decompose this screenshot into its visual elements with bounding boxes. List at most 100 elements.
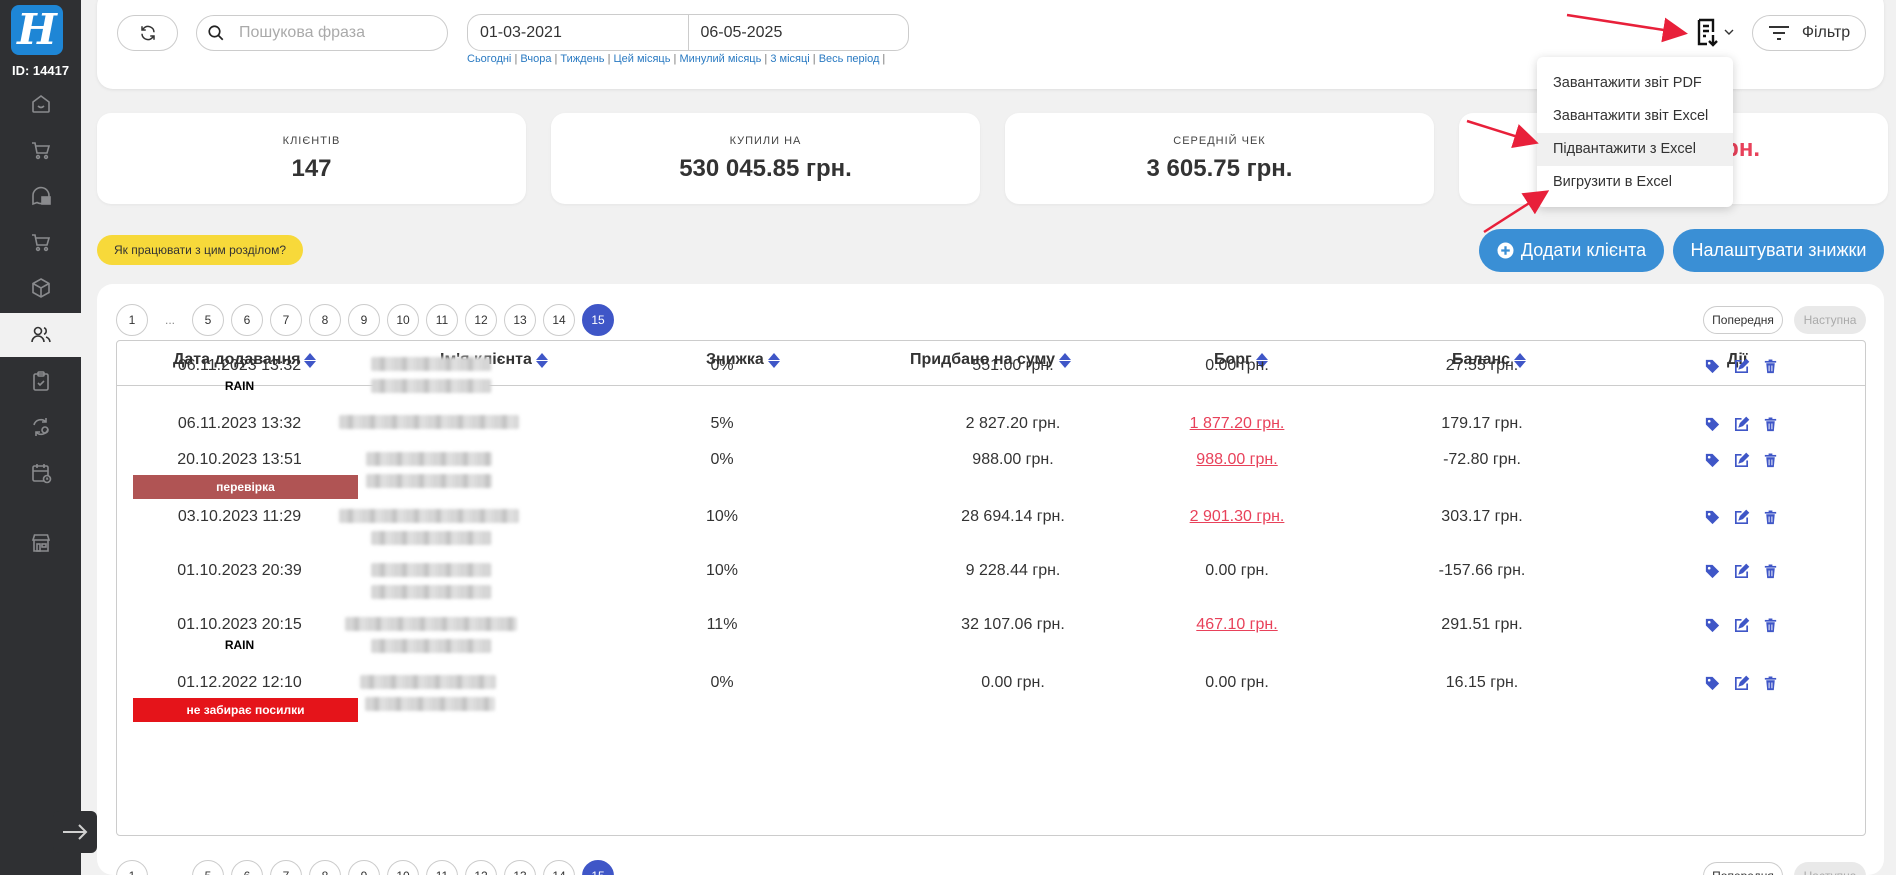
next-page-button[interactable]: Наступна: [1794, 306, 1866, 334]
sidebar-item-sales[interactable]: [0, 128, 81, 172]
search-input[interactable]: [239, 24, 429, 42]
page-button[interactable]: 1: [116, 304, 148, 336]
page-button[interactable]: 15: [582, 304, 614, 336]
sidebar-item-purchases[interactable]: [0, 220, 81, 264]
client-name-redacted[interactable]: [371, 639, 491, 653]
page-button[interactable]: 7: [270, 304, 302, 336]
edit-icon[interactable]: [1733, 358, 1750, 375]
page-button[interactable]: 6: [231, 304, 263, 336]
page-button[interactable]: 11: [426, 304, 458, 336]
page-button[interactable]: 15: [582, 860, 614, 875]
column-header-purchased[interactable]: Придбано на суму: [910, 351, 1072, 369]
refresh-button[interactable]: [117, 15, 178, 51]
edit-icon[interactable]: [1733, 452, 1750, 469]
column-header-debt[interactable]: Борг: [1214, 351, 1268, 369]
filter-button[interactable]: Фільтр: [1752, 15, 1866, 51]
quick-period-link[interactable]: Тиждень: [560, 53, 605, 65]
menu-item-download-excel[interactable]: Завантажити звіт Excel: [1553, 108, 1709, 124]
trash-icon[interactable]: [1762, 452, 1779, 469]
quick-period-link[interactable]: Минулий місяць: [679, 53, 762, 65]
page-button[interactable]: 6: [231, 860, 263, 875]
page-button[interactable]: 5: [192, 304, 224, 336]
edit-icon[interactable]: [1733, 509, 1750, 526]
page-button[interactable]: 9: [348, 860, 380, 875]
setup-discounts-button[interactable]: Налаштувати знижки: [1673, 229, 1884, 272]
help-button[interactable]: Як працювати з цим розділом?: [97, 235, 303, 265]
page-button[interactable]: 12: [465, 860, 497, 875]
sidebar-item-products[interactable]: [0, 266, 81, 310]
quick-period-link[interactable]: Вчора: [520, 53, 552, 65]
page-button[interactable]: 12: [465, 304, 497, 336]
page-button[interactable]: 5: [192, 860, 224, 875]
sidebar-item-home[interactable]: [0, 82, 81, 126]
page-button[interactable]: 14: [543, 304, 575, 336]
debt-link[interactable]: 1 877.20 грн.: [1189, 415, 1285, 432]
client-name-redacted[interactable]: [371, 585, 491, 599]
trash-icon[interactable]: [1762, 416, 1779, 433]
column-header-date[interactable]: Дата додавання: [173, 351, 317, 369]
page-button[interactable]: 8: [309, 304, 341, 336]
trash-icon[interactable]: [1762, 617, 1779, 634]
tag-icon[interactable]: [1704, 563, 1721, 580]
page-button[interactable]: 7: [270, 860, 302, 875]
menu-item-export-excel[interactable]: Вигрузити в Excel: [1553, 174, 1672, 190]
page-button[interactable]: 10: [387, 860, 419, 875]
page-button[interactable]: 1: [116, 860, 148, 875]
client-name-redacted[interactable]: [345, 617, 517, 631]
sidebar-item-calendar[interactable]: [0, 451, 81, 495]
quick-period-link[interactable]: Сьогодні: [467, 53, 512, 65]
page-button[interactable]: 8: [309, 860, 341, 875]
page-button[interactable]: 13: [504, 304, 536, 336]
edit-icon[interactable]: [1733, 617, 1750, 634]
trash-icon[interactable]: [1762, 675, 1779, 692]
date-from-input[interactable]: [468, 15, 688, 50]
page-button[interactable]: 14: [543, 860, 575, 875]
quick-period-link[interactable]: 3 місяці: [770, 53, 810, 65]
tag-icon[interactable]: [1704, 509, 1721, 526]
client-name-redacted[interactable]: [371, 357, 491, 371]
date-to-input[interactable]: [688, 15, 908, 50]
tag-icon[interactable]: [1704, 452, 1721, 469]
column-header-balance[interactable]: Баланс: [1452, 351, 1527, 369]
client-name-redacted[interactable]: [366, 452, 492, 466]
page-button[interactable]: 10: [387, 304, 419, 336]
sidebar-item-tasks[interactable]: [0, 359, 81, 403]
quick-period-link[interactable]: Цей місяць: [613, 53, 671, 65]
page-button[interactable]: 9: [348, 304, 380, 336]
client-name-redacted[interactable]: [360, 675, 496, 689]
tag-icon[interactable]: [1704, 675, 1721, 692]
sidebar-item-exchange[interactable]: [0, 405, 81, 449]
tag-icon[interactable]: [1704, 617, 1721, 634]
edit-icon[interactable]: [1733, 416, 1750, 433]
report-menu-button[interactable]: [1690, 14, 1738, 50]
menu-item-download-pdf[interactable]: Завантажити звіт PDF: [1553, 75, 1702, 91]
menu-item-import-excel[interactable]: Підвантажити з Excel: [1537, 133, 1733, 166]
debt-link[interactable]: 2 901.30 грн.: [1189, 508, 1285, 525]
edit-icon[interactable]: [1733, 563, 1750, 580]
tag-icon[interactable]: [1704, 416, 1721, 433]
edit-icon[interactable]: [1733, 675, 1750, 692]
column-header-discount[interactable]: Знижка: [706, 351, 780, 369]
page-button[interactable]: 11: [426, 860, 458, 875]
debt-link[interactable]: 988.00 грн.: [1196, 451, 1278, 468]
sidebar-item-store[interactable]: [0, 521, 81, 565]
sidebar-item-messages[interactable]: [0, 174, 81, 218]
prev-page-button[interactable]: Попередня: [1703, 306, 1783, 334]
prev-page-button-bottom[interactable]: Попередня: [1703, 862, 1783, 875]
next-page-button-bottom[interactable]: Наступна: [1794, 862, 1866, 875]
add-client-button[interactable]: Додати клієнта: [1479, 229, 1664, 272]
client-name-redacted[interactable]: [371, 531, 491, 545]
quick-period-link[interactable]: Весь період: [818, 53, 880, 65]
trash-icon[interactable]: [1762, 563, 1779, 580]
sidebar-collapse-button[interactable]: [53, 811, 97, 853]
trash-icon[interactable]: [1762, 509, 1779, 526]
client-name-redacted[interactable]: [371, 379, 491, 393]
tag-icon[interactable]: [1704, 358, 1721, 375]
client-name-redacted[interactable]: [339, 415, 519, 429]
search-field[interactable]: [196, 15, 448, 51]
page-button[interactable]: 13: [504, 860, 536, 875]
app-logo[interactable]: H: [11, 5, 63, 55]
client-name-redacted[interactable]: [366, 474, 492, 488]
client-name-redacted[interactable]: [371, 563, 491, 577]
client-name-redacted[interactable]: [339, 509, 519, 523]
